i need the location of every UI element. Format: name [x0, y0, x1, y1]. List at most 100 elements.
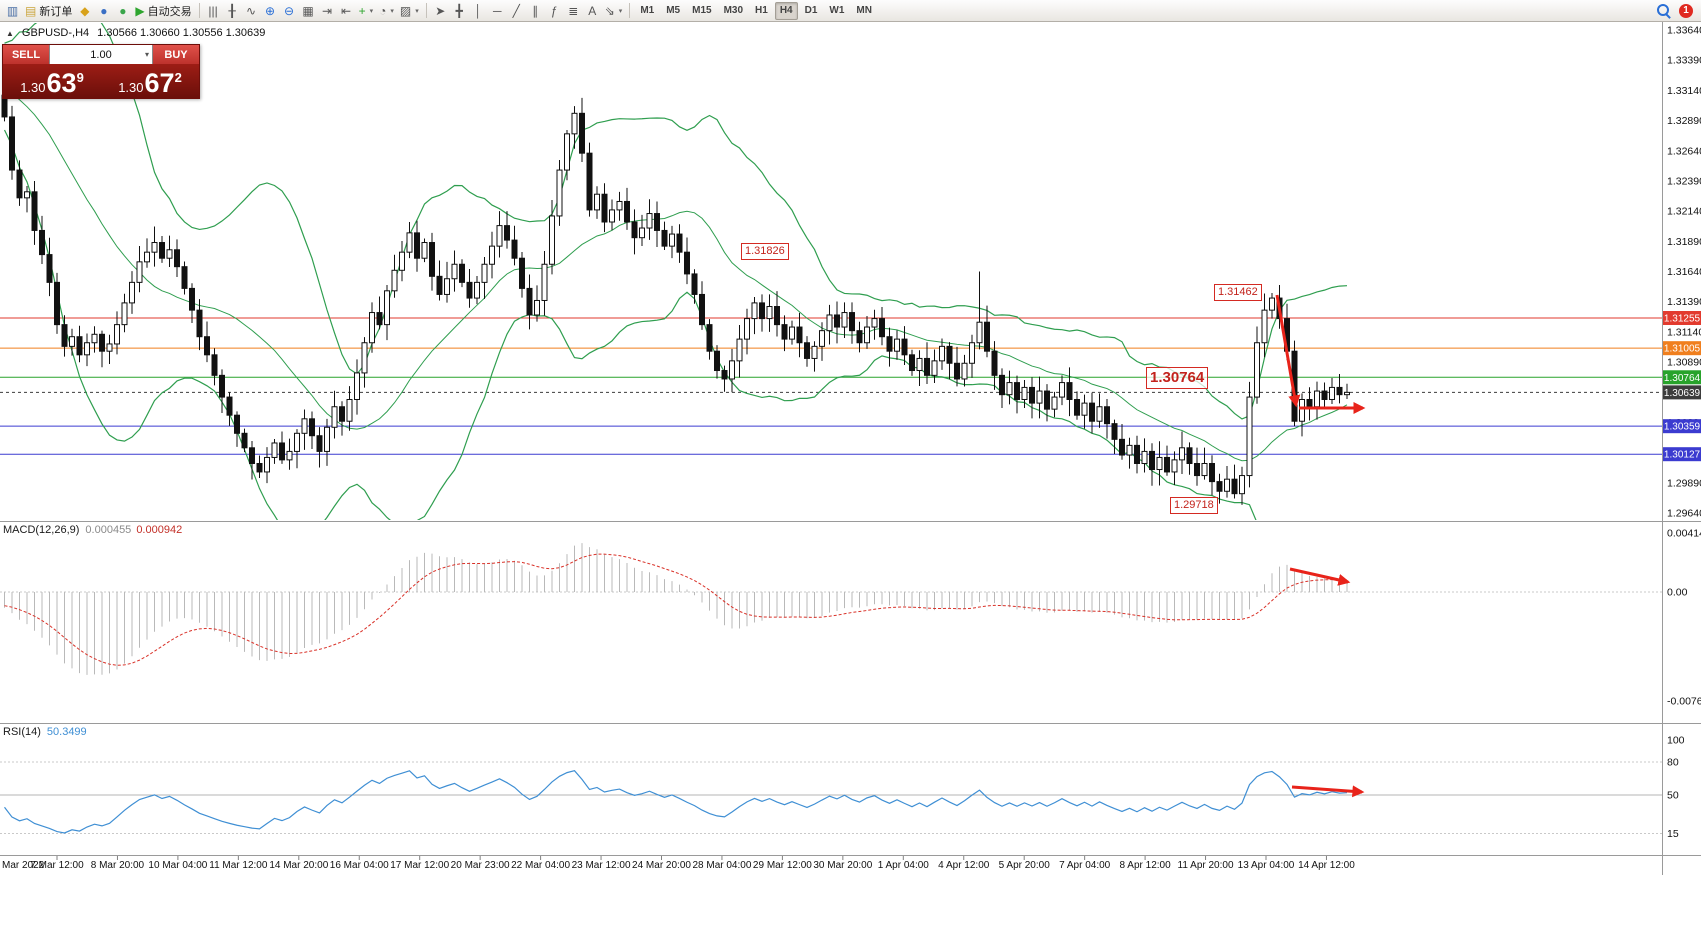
autotrading-button[interactable]: ▶ 自动交易: [132, 1, 194, 21]
price-annotation[interactable]: 1.30764: [1146, 367, 1209, 389]
candle-body: [1081, 402, 1088, 416]
candle-body: [924, 357, 930, 376]
timeframe-w1-button[interactable]: W1: [829, 5, 845, 16]
candle-body: [601, 193, 608, 223]
one-click-collapse-icon[interactable]: ▲: [6, 28, 14, 38]
timeframe-mn-button[interactable]: MN: [856, 5, 872, 16]
price-annotation[interactable]: 1.29718: [1170, 497, 1218, 514]
main-pane-layer: [1, 23, 1350, 520]
candle-body: [549, 215, 555, 265]
candle-body: [871, 318, 878, 328]
cursor-icon[interactable]: ➤: [431, 1, 450, 21]
time-axis-label: 24 Mar 20:00: [632, 860, 691, 871]
indicators-icon-glyph: +: [358, 3, 366, 18]
volume-dropdown-icon[interactable]: ▾: [144, 50, 149, 59]
arrow-objects-icon[interactable]: ⇘ ▾: [602, 1, 626, 21]
trend-arrow[interactable]: [1275, 294, 1301, 408]
candle-body: [391, 269, 398, 292]
candlestick-chart-icon[interactable]: ╂: [223, 1, 242, 21]
volume-input[interactable]: 1.00 ▾: [49, 45, 153, 64]
timeframe-m30-button[interactable]: M30: [723, 5, 744, 16]
candle-body: [684, 251, 690, 275]
trend-arrow[interactable]: [1289, 567, 1351, 586]
volume-value: 1.00: [90, 48, 112, 61]
channel-icon[interactable]: ∥: [526, 1, 545, 21]
price-axis-label: 1.30890: [1667, 357, 1701, 369]
candle-body: [534, 299, 540, 316]
zoom-out-icon[interactable]: ⊖: [280, 1, 299, 21]
channel-icon-glyph: ∥: [532, 3, 539, 18]
candle-body: [946, 345, 953, 364]
candle-body: [106, 343, 113, 352]
timeframe-h1-button[interactable]: H1: [755, 5, 768, 16]
candle-body: [646, 213, 653, 229]
candle-body: [826, 314, 833, 332]
candle-body: [774, 306, 780, 326]
fibonacci-icon[interactable]: ƒ: [545, 1, 564, 21]
terminal-icon[interactable]: ●: [113, 1, 132, 21]
timeframe-h4-button[interactable]: H4: [774, 1, 798, 20]
buy-button[interactable]: BUY: [153, 45, 199, 64]
indicators-icon[interactable]: + ▾: [356, 1, 377, 21]
candle-body: [414, 232, 420, 259]
chart-shift-icon[interactable]: ⇤: [337, 1, 356, 21]
candle-body: [39, 229, 45, 256]
candle-body: [91, 333, 98, 344]
candlestick-chart-icon-glyph: ╂: [228, 3, 236, 18]
trend-arrow[interactable]: [1291, 785, 1365, 798]
notification-badge[interactable]: 1: [1679, 3, 1693, 18]
candle-body: [451, 263, 458, 280]
candle-body: [84, 342, 90, 356]
timeframe-m5-button[interactable]: M5: [666, 5, 681, 16]
candle-body: [189, 287, 195, 311]
price-annotation[interactable]: 1.31826: [741, 243, 789, 260]
candle-body: [556, 169, 563, 217]
candle-body: [1089, 402, 1095, 422]
horizontal-line-icon[interactable]: ─: [488, 1, 507, 21]
macd-axis-label: 0.00: [1667, 587, 1688, 599]
timeframe-m1-button[interactable]: M1: [640, 5, 655, 16]
zoom-in-icon[interactable]: ⊕: [261, 1, 280, 21]
candle-body: [721, 370, 728, 380]
candle-body: [856, 330, 863, 344]
trendline-icon-glyph: ╱: [512, 3, 520, 18]
timeframe-d1-button[interactable]: D1: [804, 5, 818, 16]
search-icon[interactable]: [1656, 3, 1671, 18]
arrow-objects-icon-caret-icon: ▾: [618, 7, 623, 15]
zoom-out-icon-glyph: ⊖: [284, 3, 295, 18]
candle-body: [1261, 309, 1268, 344]
crosshair-icon[interactable]: ╋: [450, 1, 469, 21]
charts-window-icon[interactable]: ▥: [3, 1, 22, 21]
auto-scroll-icon[interactable]: ⇥: [318, 1, 337, 21]
navigator-icon[interactable]: ●: [94, 1, 113, 21]
text-icon[interactable]: A: [583, 1, 602, 21]
macd-pane-layer: [0, 543, 1662, 675]
price-tag-1.31255: [1663, 310, 1701, 325]
line-chart-icon[interactable]: ∿: [242, 1, 261, 21]
market-watch-icon[interactable]: ◆: [75, 1, 94, 21]
equidistant-icon[interactable]: ≣: [564, 1, 583, 21]
sell-button[interactable]: SELL: [3, 45, 49, 64]
price-tag-1.31005: [1663, 341, 1701, 356]
templates-icon-glyph: ▨: [399, 3, 412, 18]
line-chart-icon-glyph: ∿: [246, 3, 257, 18]
price-axis-label: 1.33390: [1667, 55, 1701, 67]
periods-icon[interactable]: ◔ ▾: [376, 1, 397, 21]
new-order-button[interactable]: ▤ 新订单: [22, 1, 75, 21]
candle-body: [609, 209, 615, 223]
candle-body: [204, 336, 210, 356]
price-axis-label: 1.31640: [1667, 266, 1701, 278]
candle-body: [159, 242, 165, 259]
navigator-icon-glyph: ●: [100, 3, 108, 18]
bar-chart-icon[interactable]: |||: [204, 1, 223, 21]
templates-icon[interactable]: ▨ ▾: [397, 1, 422, 21]
vertical-line-icon[interactable]: │: [469, 1, 488, 21]
price-annotation[interactable]: 1.31462: [1214, 284, 1262, 301]
timeframe-m15-button[interactable]: M15: [692, 5, 712, 16]
price-axis-label: 1.31890: [1667, 236, 1701, 248]
candle-body: [691, 273, 698, 295]
tile-windows-icon[interactable]: ▦: [299, 1, 318, 21]
ask-price: 1.30 67 2: [101, 64, 199, 98]
trendline-icon[interactable]: ╱: [507, 1, 526, 21]
